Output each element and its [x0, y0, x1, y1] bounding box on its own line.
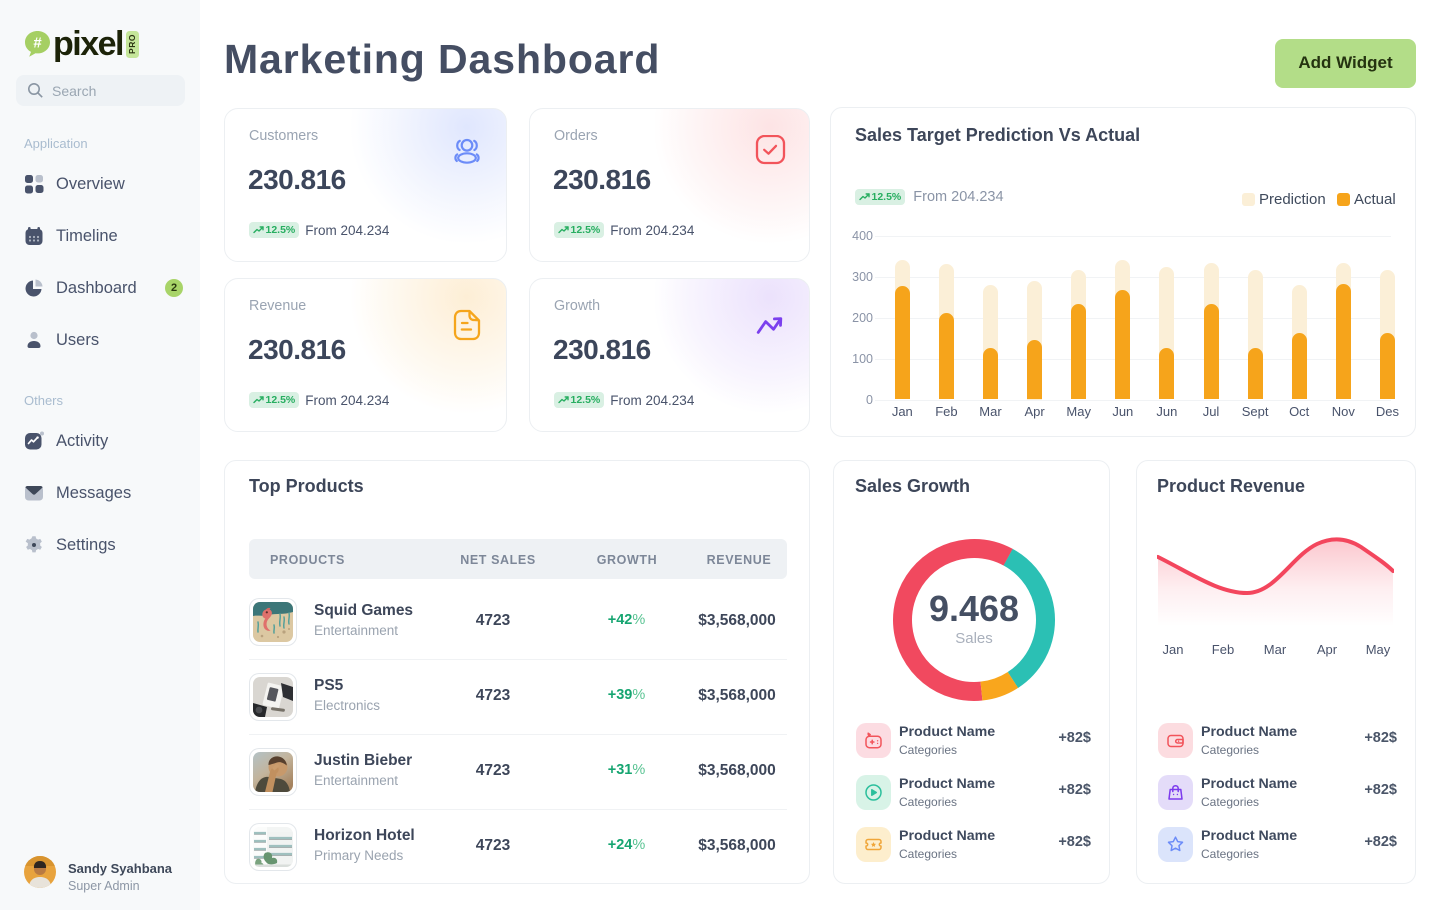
- svg-text:#: #: [33, 35, 42, 52]
